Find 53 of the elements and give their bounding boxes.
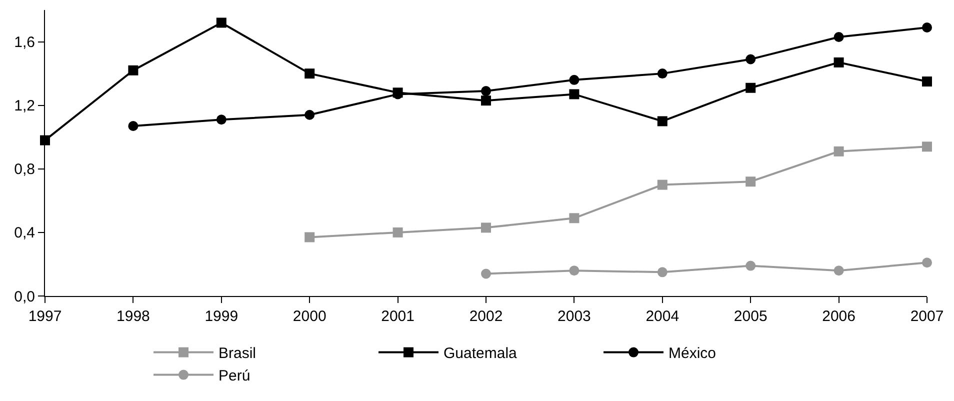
point	[746, 82, 756, 93]
x-tick-label: 2007	[910, 308, 944, 325]
point	[392, 227, 403, 238]
y-tick-label: 0,8	[14, 161, 35, 178]
point	[657, 68, 668, 79]
y-tick-label: 1,2	[14, 98, 35, 115]
x-tick-label: 2003	[558, 308, 591, 325]
legend-label: Brasil	[218, 345, 256, 362]
x-tick-label: 1999	[204, 308, 238, 325]
point	[657, 116, 668, 126]
point	[657, 180, 668, 190]
point	[216, 114, 226, 125]
x-tick-label: 2001	[381, 308, 414, 325]
point	[481, 96, 491, 106]
x-tick-label: 1998	[116, 308, 150, 325]
x-tick-label: 2004	[646, 308, 680, 325]
point	[128, 65, 138, 76]
y-tick-label: 0,4	[14, 224, 35, 242]
point	[569, 266, 580, 276]
y-tick-label: 1,6	[14, 34, 35, 52]
point	[128, 120, 138, 131]
point	[216, 18, 226, 28]
point	[834, 266, 844, 276]
point	[922, 22, 932, 32]
point	[304, 68, 315, 79]
x-tick-label: 2000	[292, 308, 326, 325]
point	[569, 89, 580, 100]
point	[834, 146, 844, 156]
point	[834, 57, 844, 68]
legend-label: México	[668, 345, 716, 362]
point	[304, 110, 315, 120]
point	[481, 222, 491, 233]
point	[304, 232, 315, 242]
point	[746, 260, 756, 271]
point	[657, 267, 668, 278]
point	[922, 76, 932, 86]
point	[481, 268, 491, 279]
x-tick-label: 2002	[469, 308, 503, 325]
point	[922, 142, 932, 152]
point	[569, 213, 580, 224]
legend-label: Guatemala	[444, 345, 518, 362]
point	[746, 176, 756, 187]
y-tick-label: 0,0	[14, 288, 35, 306]
point	[746, 54, 756, 64]
point	[40, 135, 50, 146]
point	[922, 258, 932, 268]
point	[834, 32, 844, 42]
point	[481, 86, 491, 96]
x-tick-label: 1997	[28, 308, 62, 325]
legend-label: Perú	[218, 368, 250, 385]
x-tick-label: 2006	[822, 308, 856, 325]
x-tick-label: 2005	[734, 308, 768, 325]
point	[569, 74, 580, 85]
